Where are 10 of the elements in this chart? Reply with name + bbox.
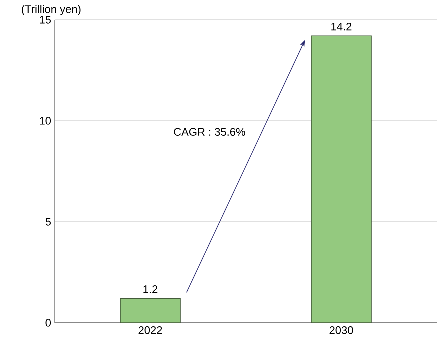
y-tick-label: 0 (46, 319, 52, 327)
y-tick-label: 5 (46, 218, 51, 226)
y-tick-label: 15 (40, 16, 51, 24)
y-tick-label: 10 (40, 117, 52, 125)
x-tick-label: 2030 (330, 326, 354, 334)
y-axis-title: (Trillion yen) (22, 5, 81, 16)
annotation: CAGR : 35.6% (174, 128, 246, 136)
x-tick-label: 2022 (138, 326, 162, 334)
data-label: 1.2 (144, 286, 158, 294)
data-label: 14.2 (332, 22, 352, 31)
